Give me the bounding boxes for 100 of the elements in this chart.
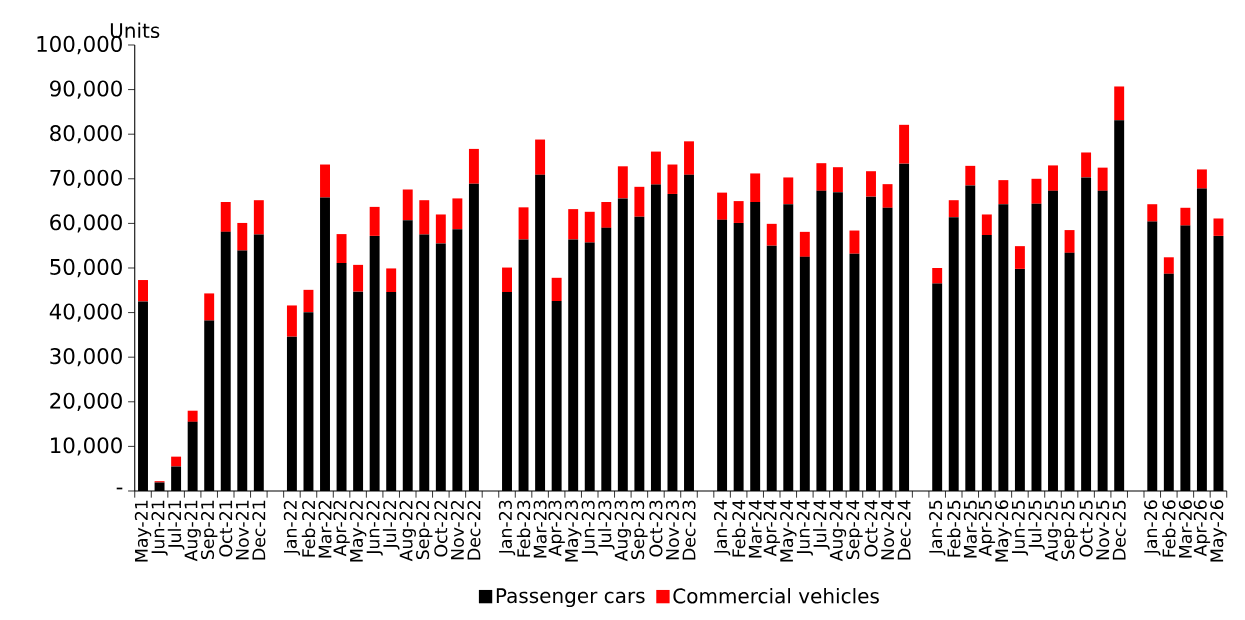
x-tick-label: Nov-23: [665, 500, 680, 560]
x-tick-label: Dec-22: [467, 501, 481, 560]
x-tick-label: Dec-25: [1112, 500, 1126, 560]
x-tick-label: Dec-24: [897, 500, 911, 560]
bar: [998, 180, 1009, 205]
bar: [1180, 207, 1191, 226]
x-tick-label: Nov-22: [450, 500, 464, 560]
legend-label: Passenger cars: [496, 588, 645, 608]
x-tick-label: Sep-25: [1061, 500, 1078, 560]
bar: [932, 267, 943, 284]
x-tick-label: May-22: [349, 500, 367, 562]
bar: [502, 267, 512, 293]
bar: [899, 124, 910, 164]
bar: [1196, 169, 1207, 189]
bar: [1147, 204, 1158, 222]
x-tick-label: Jul-25: [1028, 500, 1045, 550]
x-tick-label: Oct-24: [864, 500, 878, 557]
bar: [981, 214, 992, 235]
bar: [667, 164, 678, 194]
x-tick-label: Mar-26: [1178, 500, 1192, 558]
x-tick-label: Mar-25: [963, 500, 977, 558]
bar: [402, 189, 413, 221]
x-tick-label: Apr-25: [978, 500, 996, 557]
x-tick-label: Jun-23: [581, 500, 598, 556]
x-tick-label: May-26: [1210, 500, 1227, 562]
x-tick-label: Feb-23: [516, 500, 531, 557]
x-tick-label: Feb-22: [301, 500, 316, 557]
bar: [386, 268, 397, 293]
bar: [435, 214, 446, 244]
bar: [584, 211, 595, 243]
x-tick-label: Nov-25: [1096, 500, 1110, 560]
x-tick-label: Jan-25: [929, 500, 946, 556]
x-tick-label: Sep-22: [416, 500, 433, 560]
y-tick-label: 80,000: [50, 125, 122, 144]
y-tick-label: 50,000: [50, 258, 122, 278]
x-tick-label: Nov-24: [881, 500, 895, 560]
x-tick-label: Aug-25: [1044, 500, 1062, 562]
x-tick-label: Jan-24: [713, 500, 731, 556]
x-tick-label: Dec-21: [252, 500, 266, 560]
y-tick-label: 70,000: [50, 169, 122, 188]
bar: [220, 201, 231, 232]
x-tick-label: Jan-23: [498, 500, 516, 556]
x-tick-label: Aug-23: [614, 500, 632, 562]
bar: [1213, 218, 1224, 236]
y-tick-label: 90,000: [50, 80, 122, 99]
bar: [816, 163, 827, 191]
bar: [1163, 257, 1174, 274]
bar: [882, 184, 893, 208]
bar: [1064, 230, 1075, 253]
bar: [353, 264, 364, 292]
bar: [204, 293, 215, 321]
bar: [832, 167, 843, 193]
bar: [965, 165, 976, 186]
bar: [766, 223, 777, 246]
x-tick-label: Jul-23: [597, 500, 615, 550]
x-tick-label: May-26: [995, 500, 1012, 562]
x-tick-label: Feb-25: [947, 500, 961, 557]
bar: [568, 209, 579, 240]
x-tick-label: Jul-22: [382, 500, 400, 550]
x-tick-label: Jan-22: [283, 500, 301, 556]
x-tick-label: Nov-21: [235, 500, 249, 560]
y-tick-label: 40,000: [49, 303, 122, 322]
bar: [948, 200, 959, 218]
bar: [1081, 152, 1092, 178]
x-tick-label: Feb-24: [731, 500, 746, 557]
bar: [253, 200, 264, 235]
x-tick-label: Feb-26: [1162, 500, 1176, 557]
x-tick-label: Aug-22: [399, 500, 416, 562]
x-tick-label: Dec-23: [682, 500, 696, 560]
bar: [1031, 178, 1042, 204]
x-tick-label: Aug-24: [829, 500, 847, 562]
x-tick-label: Apr-24: [763, 500, 780, 557]
bar: [617, 166, 628, 199]
bar: [468, 148, 479, 184]
x-tick-label: Jul-24: [813, 500, 830, 550]
bar: [650, 151, 661, 185]
bar: [1114, 86, 1125, 121]
bar: [535, 139, 546, 175]
x-tick-label: Oct-21: [219, 500, 233, 557]
x-tick-label: Apr-23: [548, 500, 565, 557]
x-tick-label: Jun-24: [796, 500, 813, 556]
x-tick-label: May-21: [134, 500, 152, 562]
bar: [452, 198, 463, 230]
x-tick-label: Sep-21: [200, 500, 218, 560]
bar: [171, 456, 182, 467]
x-tick-label: Jun-21: [151, 500, 168, 556]
bar: [138, 280, 148, 302]
bar: [518, 207, 529, 240]
bar: [799, 231, 810, 257]
x-tick-label: Mar-24: [748, 500, 762, 558]
x-tick-label: Apr-26: [1193, 500, 1211, 557]
legend-label: Commercial vehicles: [673, 588, 879, 604]
x-tick-label: Jun-25: [1011, 500, 1029, 556]
bar: [303, 289, 314, 313]
bar: [1048, 165, 1058, 191]
y-tick-label: 10,000: [51, 437, 122, 456]
bar: [1014, 246, 1025, 269]
x-tick-label: Aug-21: [184, 500, 201, 562]
bar: [320, 164, 330, 198]
bar: [866, 171, 876, 197]
